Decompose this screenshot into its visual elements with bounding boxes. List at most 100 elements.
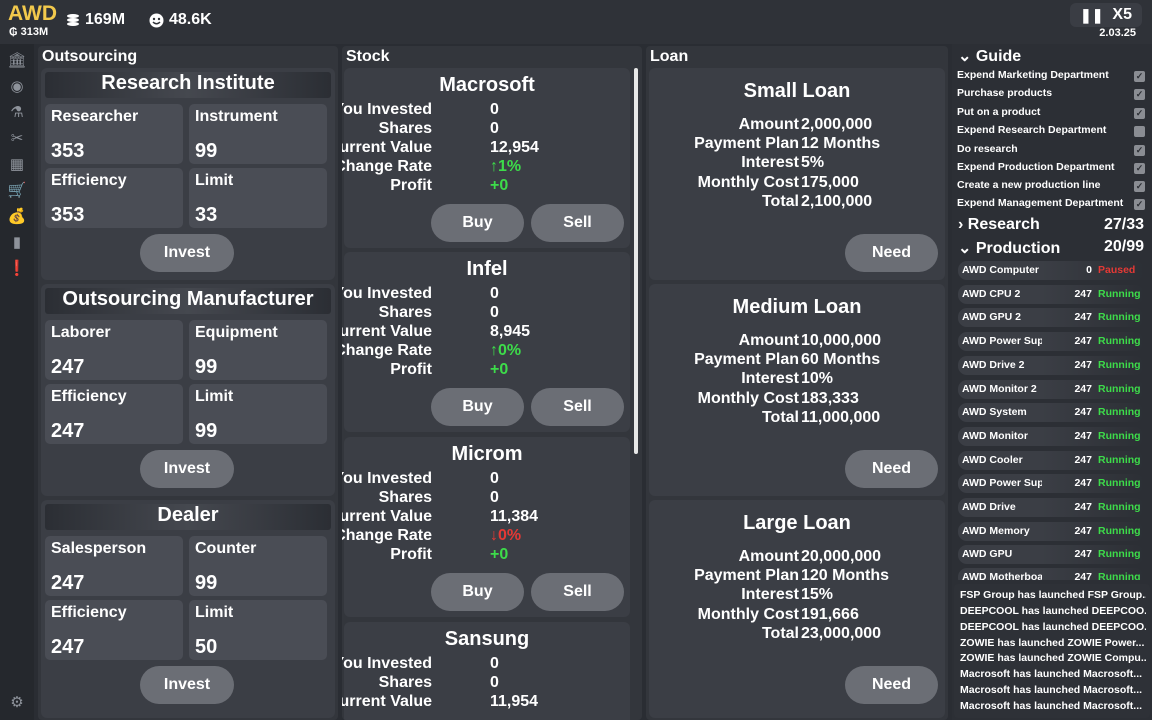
buy-button[interactable]: Buy bbox=[431, 388, 524, 426]
tools-icon[interactable]: ✂ bbox=[10, 130, 24, 147]
invest-button[interactable]: Invest bbox=[140, 666, 234, 704]
need-button[interactable]: Need bbox=[845, 666, 938, 704]
production-list-clip: AWD Motherboard 247 Running bbox=[952, 568, 1152, 580]
row-label: Payment Plan bbox=[694, 135, 799, 152]
line-count: 247 bbox=[1074, 477, 1092, 489]
outsourcing-title: Outsourcing bbox=[42, 48, 138, 65]
money-bag-icon[interactable]: 💰 bbox=[7, 208, 27, 225]
buy-button[interactable]: Buy bbox=[431, 573, 524, 611]
production-line[interactable]: AWD Drive 2 247 Running bbox=[958, 356, 1144, 375]
money-value: 169M bbox=[85, 11, 126, 28]
buy-button[interactable]: Buy bbox=[431, 204, 524, 242]
production-line[interactable]: AWD GPU 247 Running bbox=[958, 545, 1144, 564]
cell-label: Limit bbox=[195, 172, 234, 189]
line-status: Running bbox=[1098, 383, 1141, 395]
invest-button[interactable]: Invest bbox=[140, 450, 234, 488]
card-title: Dealer bbox=[45, 504, 331, 530]
sell-button[interactable]: Sell bbox=[531, 204, 624, 242]
cell-value: 99 bbox=[195, 140, 218, 162]
production-line[interactable]: AWD Power Supply 247 Running bbox=[958, 474, 1144, 493]
need-button[interactable]: Need bbox=[845, 450, 938, 488]
person-icon[interactable]: ◉ bbox=[10, 78, 24, 95]
dealer-card: Dealer Salesperson 247 Counter 99 Efficien… bbox=[41, 500, 335, 718]
checkbox-icon: ✓ bbox=[1134, 71, 1145, 82]
production-line[interactable]: AWD Power Suppl... 247 Running bbox=[958, 332, 1144, 351]
bar-chart-icon[interactable]: ▮ bbox=[12, 234, 22, 251]
guide-title: Guide bbox=[975, 48, 1022, 65]
row-label: Monthly Cost bbox=[697, 390, 799, 407]
production-line[interactable]: AWD GPU 2 247 Running bbox=[958, 308, 1144, 327]
row-label: Total bbox=[761, 409, 799, 426]
guide-item-label: Expend Management Department bbox=[957, 197, 1124, 209]
row-value: 2,100,000 bbox=[801, 193, 873, 210]
row-value: 20,000,000 bbox=[801, 548, 882, 565]
production-line[interactable]: AWD System 247 Running bbox=[958, 403, 1144, 422]
speed-multiplier[interactable]: X5 bbox=[1112, 6, 1132, 23]
cell-label: Equipment bbox=[195, 324, 278, 341]
guide-item-label: Expend Research Department bbox=[957, 124, 1107, 136]
production-line[interactable]: AWD Computer 0 Paused bbox=[958, 261, 1144, 280]
stock-card-macrosoft: Macrosoft You Invested 0 Shares 0 Current … bbox=[342, 68, 630, 248]
stock-card-infel: Infel You Invested 0 Shares 0 Current Valu… bbox=[342, 252, 630, 432]
row-label: Amount bbox=[738, 548, 799, 565]
row-label: You Invested bbox=[342, 101, 432, 118]
row-label: Shares bbox=[378, 304, 432, 321]
cell-label: Limit bbox=[195, 604, 234, 621]
sell-button[interactable]: Sell bbox=[531, 573, 624, 611]
production-line[interactable]: AWD Drive 247 Running bbox=[958, 498, 1144, 517]
alert-icon[interactable]: ❗ bbox=[7, 260, 27, 277]
bank-icon[interactable]: 🏛 bbox=[7, 52, 27, 69]
cell-value: 247 bbox=[51, 636, 85, 658]
row-label: Interest bbox=[741, 586, 799, 603]
production-line[interactable]: AWD Monitor 2 247 Running bbox=[958, 380, 1144, 399]
pause-icon[interactable]: ❚❚ bbox=[1080, 6, 1104, 23]
row-label: Interest bbox=[741, 370, 799, 387]
stock-name: Infel bbox=[466, 258, 508, 280]
equipment-cell: Equipment 99 bbox=[189, 320, 327, 380]
line-status: Running bbox=[1098, 311, 1141, 323]
research-header[interactable]: › Research 27/33 bbox=[958, 216, 1144, 234]
company-value-text: 313M bbox=[20, 26, 49, 38]
production-header[interactable]: ⌄ Production 20/99 bbox=[958, 238, 1144, 258]
guide-header[interactable]: ⌄ Guide bbox=[958, 46, 1144, 66]
line-status: Running bbox=[1098, 359, 1141, 371]
row-value: 175,000 bbox=[801, 174, 859, 191]
need-button[interactable]: Need bbox=[845, 234, 938, 272]
instrument-cell: Instrument 99 bbox=[189, 104, 327, 164]
researcher-cell: Researcher 353 bbox=[45, 104, 183, 164]
production-line[interactable]: AWD Motherboard 247 Running bbox=[958, 568, 1144, 580]
news-item: Macrosoft has launched Macrosoft... bbox=[960, 668, 1143, 680]
line-name: AWD GPU 2 bbox=[962, 311, 1021, 323]
research-institute-card: Research Institute Researcher 353 Instrum… bbox=[41, 68, 335, 280]
research-label: Research bbox=[967, 216, 1040, 233]
cart-icon[interactable]: 🛒 bbox=[7, 182, 27, 199]
line-name: AWD Drive bbox=[962, 501, 1016, 513]
checkbox-icon: ✓ bbox=[1134, 145, 1145, 156]
production-line[interactable]: AWD Monitor 247 Running bbox=[958, 427, 1144, 446]
flask-icon[interactable]: ⚗ bbox=[10, 104, 24, 121]
production-line[interactable]: AWD CPU 2 247 Running bbox=[958, 285, 1144, 304]
row-label: Total bbox=[761, 625, 799, 642]
fans-value: 48.6K bbox=[169, 11, 212, 28]
company-value: ₲ 313M bbox=[9, 26, 48, 38]
guide-item: Expend Marketing Department ✓ bbox=[957, 69, 1145, 86]
laborer-cell: Laborer 247 bbox=[45, 320, 183, 380]
loan-title: Loan bbox=[650, 48, 689, 65]
guide-item-label: Expend Marketing Department bbox=[957, 69, 1109, 81]
line-name: AWD Memory bbox=[962, 525, 1030, 537]
settings-gear-icon[interactable]: ⚙ bbox=[10, 694, 24, 711]
row-label: Change Rate bbox=[342, 158, 432, 175]
boxes-icon[interactable]: ▦ bbox=[9, 156, 25, 173]
production-line[interactable]: AWD Cooler 247 Running bbox=[958, 451, 1144, 470]
news-item: DEEPCOOL has launched DEEPCOO... bbox=[960, 621, 1146, 633]
news-item: ZOWIE has launched ZOWIE Compu... bbox=[960, 652, 1146, 664]
production-line[interactable]: AWD Memory 247 Running bbox=[958, 522, 1144, 541]
line-name: AWD Monitor 2 bbox=[962, 383, 1037, 395]
stock-scrollbar[interactable] bbox=[634, 68, 638, 454]
row-label: Current Value bbox=[342, 693, 432, 710]
invest-button[interactable]: Invest bbox=[140, 234, 234, 272]
cell-value: 50 bbox=[195, 636, 218, 658]
line-count: 247 bbox=[1074, 288, 1092, 300]
cell-value: 99 bbox=[195, 420, 218, 442]
sell-button[interactable]: Sell bbox=[531, 388, 624, 426]
